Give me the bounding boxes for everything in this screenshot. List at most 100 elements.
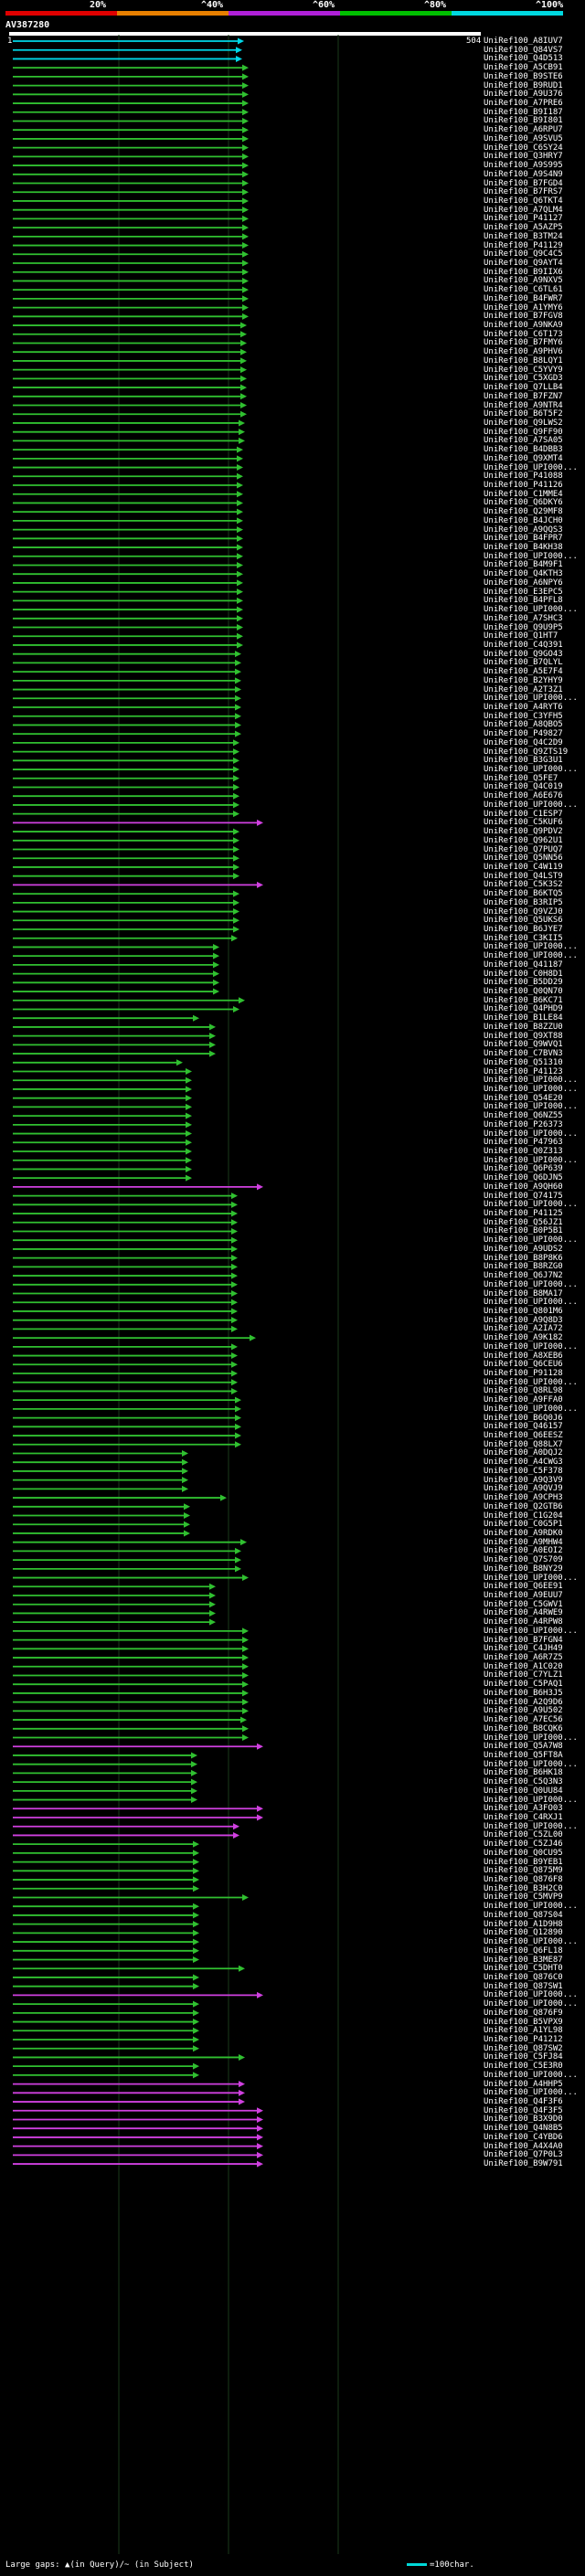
hit-link[interactable]: UniRef100_C5Q3N3 bbox=[484, 1777, 563, 1787]
hit-link[interactable]: UniRef100_P41129 bbox=[484, 240, 563, 250]
hit-bar[interactable] bbox=[13, 1912, 199, 1919]
hit-bar[interactable] bbox=[13, 348, 247, 355]
hit-link[interactable]: UniRef100_Q6TKT4 bbox=[484, 196, 563, 206]
hit-link[interactable]: UniRef100_Q6J7N2 bbox=[484, 1271, 563, 1281]
hit-link[interactable]: UniRef100_B9IIX6 bbox=[484, 267, 563, 277]
hit-link[interactable]: UniRef100_B6HK18 bbox=[484, 1768, 563, 1778]
hit-link[interactable]: UniRef100_B3H2C0 bbox=[484, 1883, 563, 1893]
hit-link[interactable]: UniRef100_A9RDK0 bbox=[484, 1528, 563, 1538]
hit-link[interactable]: UniRef100_P41125 bbox=[484, 1209, 563, 1219]
hit-bar[interactable] bbox=[13, 375, 247, 382]
hit-link[interactable]: UniRef100_B1LE84 bbox=[484, 1013, 563, 1023]
hit-bar[interactable] bbox=[13, 1539, 247, 1546]
hit-link[interactable]: UniRef100_UPI000... bbox=[484, 1626, 578, 1636]
hit-bar[interactable] bbox=[13, 64, 249, 71]
hit-link[interactable]: UniRef100_C5FJ84 bbox=[484, 2052, 563, 2062]
hit-bar[interactable] bbox=[13, 526, 243, 534]
hit-bar[interactable] bbox=[13, 1645, 249, 1652]
hit-bar[interactable] bbox=[13, 1183, 263, 1191]
hit-bar[interactable] bbox=[13, 1654, 249, 1661]
hit-bar[interactable] bbox=[13, 1583, 216, 1590]
hit-link[interactable]: UniRef100_C1MME4 bbox=[484, 489, 563, 499]
hit-link[interactable]: UniRef100_B8NY29 bbox=[484, 1564, 563, 1574]
hit-bar[interactable] bbox=[13, 1317, 238, 1324]
hit-bar[interactable] bbox=[13, 117, 249, 124]
hit-bar[interactable] bbox=[13, 269, 249, 276]
hit-link[interactable]: UniRef100_Q87S04 bbox=[484, 1910, 563, 1920]
hit-bar[interactable] bbox=[13, 704, 241, 711]
hit-link[interactable]: UniRef100_Q6CEU6 bbox=[484, 1360, 563, 1370]
hit-bar[interactable] bbox=[13, 864, 239, 871]
hit-link[interactable]: UniRef100_B7FRS7 bbox=[484, 187, 563, 197]
hit-bar[interactable] bbox=[13, 1059, 183, 1066]
hit-bar[interactable] bbox=[13, 1050, 216, 1057]
hit-link[interactable]: UniRef100_C6T173 bbox=[484, 329, 563, 339]
hit-bar[interactable] bbox=[13, 535, 243, 542]
hit-bar[interactable] bbox=[13, 260, 249, 267]
hit-bar[interactable] bbox=[13, 1831, 239, 1839]
hit-bar[interactable] bbox=[13, 286, 249, 293]
hit-link[interactable]: UniRef100_A5AZP5 bbox=[484, 223, 563, 233]
hit-bar[interactable] bbox=[13, 854, 239, 862]
hit-bar[interactable] bbox=[13, 1272, 238, 1279]
hit-link[interactable]: UniRef100_Q88LX7 bbox=[484, 1439, 563, 1449]
hit-link[interactable]: UniRef100_P41126 bbox=[484, 481, 563, 490]
hit-link[interactable]: UniRef100_UPI000... bbox=[484, 1235, 578, 1246]
hit-bar[interactable] bbox=[13, 233, 249, 240]
hit-bar[interactable] bbox=[13, 1859, 199, 1866]
hit-link[interactable]: UniRef100_Q7S709 bbox=[484, 1555, 563, 1565]
hit-link[interactable]: UniRef100_A2IA72 bbox=[484, 1324, 563, 1334]
hit-link[interactable]: UniRef100_B4FWR7 bbox=[484, 293, 563, 303]
hit-bar[interactable] bbox=[13, 1903, 199, 1910]
hit-bar[interactable] bbox=[13, 748, 239, 756]
hit-link[interactable]: UniRef100_UPI000... bbox=[484, 1733, 578, 1743]
hit-link[interactable]: UniRef100_C5KUF6 bbox=[484, 818, 563, 828]
hit-bar[interactable] bbox=[13, 1246, 238, 1253]
hit-bar[interactable] bbox=[13, 1716, 247, 1723]
hit-bar[interactable] bbox=[13, 322, 247, 329]
hit-bar[interactable] bbox=[13, 1219, 238, 1226]
hit-bar[interactable] bbox=[13, 1867, 199, 1874]
hit-bar[interactable] bbox=[13, 1415, 241, 1422]
hit-bar[interactable] bbox=[13, 1352, 238, 1360]
hit-bar[interactable] bbox=[13, 1592, 216, 1599]
hit-link[interactable]: UniRef100_Q74175 bbox=[484, 1191, 563, 1201]
hit-link[interactable]: UniRef100_A7PRE6 bbox=[484, 99, 563, 109]
hit-bar[interactable] bbox=[13, 2081, 245, 2088]
hit-bar[interactable] bbox=[13, 961, 219, 969]
hit-bar[interactable] bbox=[13, 37, 244, 45]
hit-bar[interactable] bbox=[13, 659, 241, 666]
hit-bar[interactable] bbox=[13, 757, 239, 764]
hit-link[interactable]: UniRef100_Q5FE7 bbox=[484, 773, 558, 783]
hit-bar[interactable] bbox=[13, 2009, 199, 2017]
hit-bar[interactable] bbox=[13, 455, 243, 462]
hit-bar[interactable] bbox=[13, 1618, 216, 1626]
hit-link[interactable]: UniRef100_UPI000... bbox=[484, 1821, 578, 1831]
hit-link[interactable]: UniRef100_B3G3U1 bbox=[484, 756, 563, 766]
hit-link[interactable]: UniRef100_P26373 bbox=[484, 1119, 563, 1129]
hit-link[interactable]: UniRef100_A6NPY6 bbox=[484, 578, 563, 588]
hit-link[interactable]: UniRef100_Q9C4C5 bbox=[484, 249, 563, 260]
hit-link[interactable]: UniRef100_A9QH60 bbox=[484, 1182, 563, 1192]
hit-link[interactable]: UniRef100_A6E676 bbox=[484, 791, 563, 801]
hit-bar[interactable] bbox=[13, 366, 247, 374]
hit-link[interactable]: UniRef100_UPI000... bbox=[484, 1990, 578, 2000]
hit-link[interactable]: UniRef100_Q84VS7 bbox=[484, 45, 563, 55]
hit-bar[interactable] bbox=[13, 641, 243, 649]
hit-bar[interactable] bbox=[13, 357, 247, 365]
hit-bar[interactable] bbox=[13, 1370, 238, 1377]
hit-link[interactable]: UniRef100_Q9U9P5 bbox=[484, 622, 563, 632]
hit-bar[interactable] bbox=[13, 1468, 188, 1475]
hit-bar[interactable] bbox=[13, 1281, 238, 1288]
hit-bar[interactable] bbox=[13, 277, 249, 284]
hit-link[interactable]: UniRef100_Q4PHD9 bbox=[484, 1004, 563, 1014]
hit-bar[interactable] bbox=[13, 1547, 241, 1554]
hit-bar[interactable] bbox=[13, 1929, 199, 1936]
hit-link[interactable]: UniRef100_B7FGN4 bbox=[484, 1635, 563, 1645]
hit-bar[interactable] bbox=[13, 1530, 190, 1537]
hit-link[interactable]: UniRef100_Q876F9 bbox=[484, 2008, 563, 2018]
hit-bar[interactable] bbox=[13, 1743, 263, 1750]
hit-bar[interactable] bbox=[13, 331, 247, 338]
hit-bar[interactable] bbox=[13, 1236, 238, 1244]
hit-bar[interactable] bbox=[13, 917, 239, 924]
